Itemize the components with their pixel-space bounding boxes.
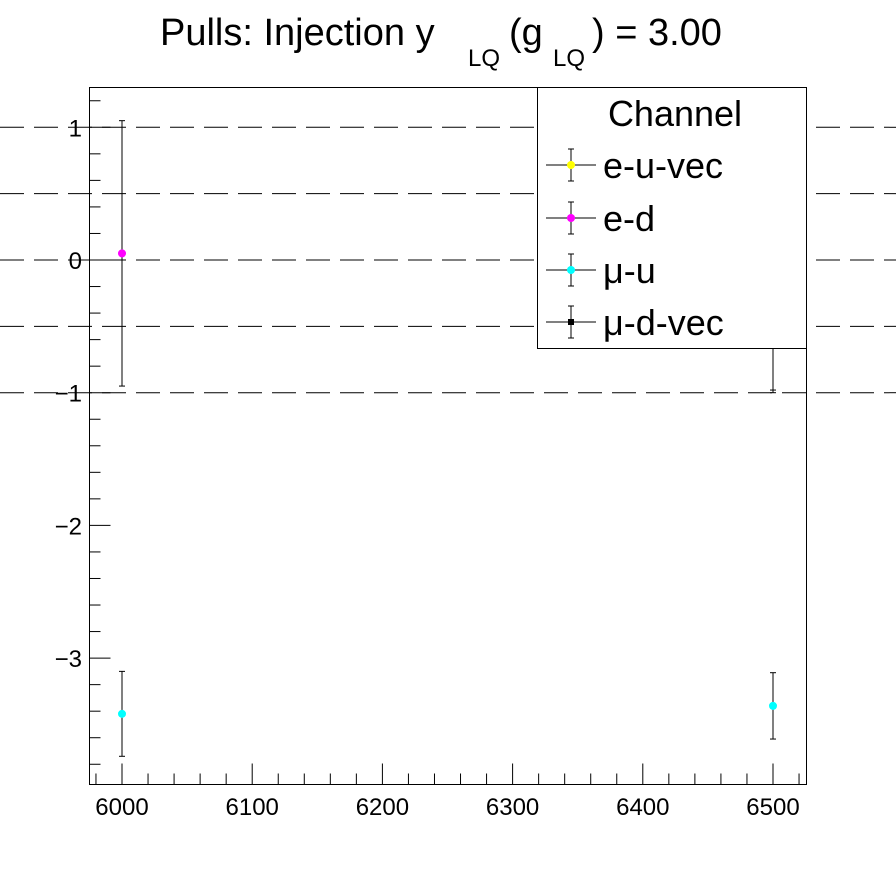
legend-entry: e-u-vec — [546, 145, 723, 186]
y-axis: −3 −2 −1 0 1 — [55, 100, 111, 765]
x-tick-label: 6500 — [746, 794, 799, 821]
y-tick-label: 0 — [69, 248, 82, 275]
chart-title-main: Pulls: Injection y — [160, 12, 435, 54]
legend-marker — [567, 214, 575, 222]
legend-label: e-d — [603, 198, 655, 239]
legend-entry: μ-u — [546, 250, 656, 291]
chart-title-subscript-1: LQ — [468, 45, 500, 72]
y-tick-label: −2 — [55, 513, 82, 540]
legend-label: μ-d-vec — [603, 302, 724, 343]
data-point — [769, 701, 777, 710]
chart-title-subscript-2: LQ — [553, 45, 585, 72]
data-point — [118, 249, 126, 258]
legend-entry: μ-d-vec — [546, 302, 724, 343]
x-axis: 6000 6100 6200 6300 6400 6500 — [95, 763, 800, 821]
legend-title: Channel — [608, 93, 742, 134]
x-tick-label: 6300 — [486, 794, 539, 821]
legend-entries: e-u-vec e-d μ-u μ-d-vec — [546, 145, 724, 343]
y-tick-label: −1 — [55, 381, 82, 408]
data-point — [118, 709, 126, 718]
y-tick-label: −3 — [55, 646, 82, 673]
x-tick-label: 6400 — [616, 794, 669, 821]
x-tick-label: 6100 — [226, 794, 279, 821]
chart-title-middle: (g — [509, 12, 543, 54]
plot-frame — [89, 87, 807, 785]
x-tick-label: 6000 — [95, 794, 148, 821]
x-tick-label: 6200 — [356, 794, 409, 821]
legend-marker — [567, 161, 575, 169]
y-tick-label: 1 — [69, 115, 82, 142]
chart-title-tail: ) = 3.00 — [592, 12, 722, 54]
legend-entry: e-d — [546, 198, 655, 239]
chart-title: Pulls: Injection y LQ (g LQ ) = 3.00 — [160, 12, 722, 72]
reference-lines — [0, 126, 896, 394]
legend-label: μ-u — [603, 250, 656, 291]
legend: Channel e-u-vec e-d μ-u μ-d-vec — [537, 87, 807, 349]
legend-label: e-u-vec — [603, 145, 723, 186]
legend-marker — [568, 319, 574, 325]
legend-marker — [567, 266, 575, 274]
